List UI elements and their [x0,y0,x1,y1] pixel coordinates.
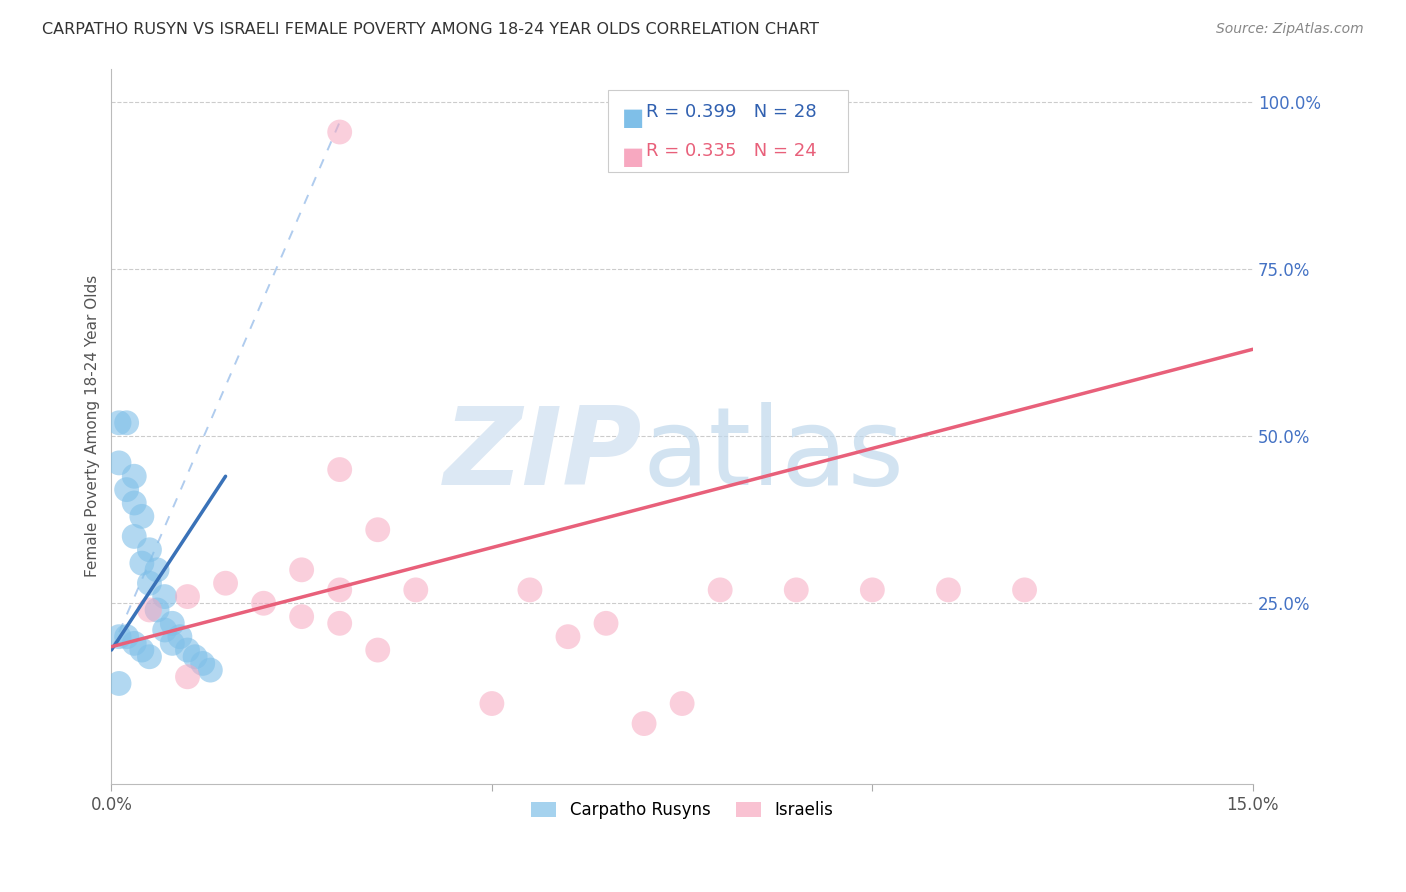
Text: R = 0.399   N = 28: R = 0.399 N = 28 [645,103,817,120]
Point [291,563,314,577]
Point [115,416,138,430]
Point [184,649,207,664]
Point [557,630,579,644]
Point [519,582,541,597]
Point [291,609,314,624]
Point [138,576,160,591]
Point [329,125,352,139]
Point [138,603,160,617]
Point [108,416,131,430]
Point [138,542,160,557]
Point [162,636,184,650]
Y-axis label: Female Poverty Among 18-24 Year Olds: Female Poverty Among 18-24 Year Olds [86,275,100,577]
Point [329,462,352,476]
Point [214,576,236,591]
Legend: Carpatho Rusyns, Israelis: Carpatho Rusyns, Israelis [524,794,839,825]
Point [367,643,389,657]
Text: CARPATHO RUSYN VS ISRAELI FEMALE POVERTY AMONG 18-24 YEAR OLDS CORRELATION CHART: CARPATHO RUSYN VS ISRAELI FEMALE POVERTY… [42,22,820,37]
Point [146,563,169,577]
Point [108,630,131,644]
Point [138,649,160,664]
Point [367,523,389,537]
Point [122,469,145,483]
Point [176,590,198,604]
FancyBboxPatch shape [607,90,848,172]
Point [938,582,960,597]
Point [252,596,274,610]
Point [176,670,198,684]
Point [131,556,153,570]
Point [108,456,131,470]
Point [329,582,352,597]
Point [115,483,138,497]
Point [153,590,176,604]
Text: atlas: atlas [643,401,904,508]
Text: ■: ■ [621,145,644,169]
Point [122,636,145,650]
Point [633,716,655,731]
Point [131,509,153,524]
Point [169,630,191,644]
Point [176,643,198,657]
Point [481,697,503,711]
Point [671,697,693,711]
Point [131,643,153,657]
Text: R = 0.335   N = 24: R = 0.335 N = 24 [645,142,817,161]
Text: ■: ■ [621,106,644,129]
Point [122,496,145,510]
Point [191,657,214,671]
Point [115,630,138,644]
Point [1014,582,1036,597]
Point [329,616,352,631]
Text: ZIP: ZIP [444,401,643,508]
Point [785,582,807,597]
Point [860,582,883,597]
Point [162,616,184,631]
Point [108,676,131,690]
Point [146,603,169,617]
Point [405,582,427,597]
Text: Source: ZipAtlas.com: Source: ZipAtlas.com [1216,22,1364,37]
Point [595,616,617,631]
Point [709,582,731,597]
Point [153,623,176,637]
Point [122,529,145,543]
Point [200,663,222,677]
